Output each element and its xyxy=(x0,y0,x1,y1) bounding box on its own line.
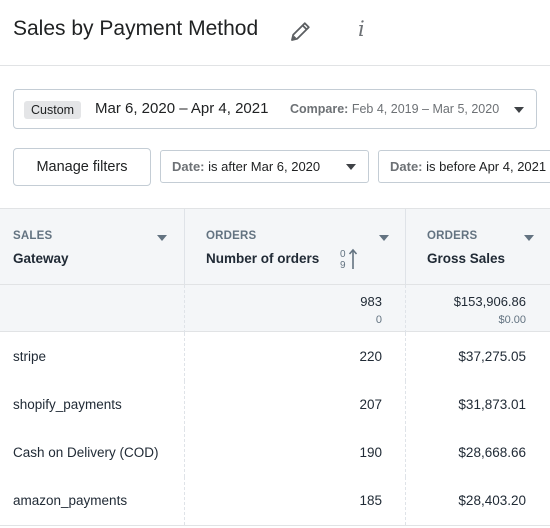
column-name: Gross Sales xyxy=(427,251,506,266)
totals-gross-cell: $153,906.86 $0.00 xyxy=(405,285,550,333)
orders-cell: 185 xyxy=(184,477,405,525)
totals-gross: $153,906.86 xyxy=(453,294,526,309)
gateway-cell: shopify_payments xyxy=(13,397,122,412)
table-header: SALES Gateway ORDERS Number of orders 0 … xyxy=(0,208,550,285)
totals-row: 983 0 $153,906.86 $0.00 xyxy=(0,284,550,333)
svg-text:0: 0 xyxy=(340,249,346,260)
table-row: stripe 220 $37,275.05 xyxy=(0,333,550,382)
column-name: Number of orders xyxy=(206,251,320,266)
page-title: Sales by Payment Method xyxy=(13,17,259,40)
chevron-down-icon xyxy=(346,164,356,170)
filter-date-after[interactable]: Date: is after Mar 6, 2020 xyxy=(160,150,369,183)
totals-gross-compare: $0.00 xyxy=(498,314,526,326)
date-range-badge: Custom xyxy=(24,101,82,119)
gross-sales-cell: $28,668.66 xyxy=(405,429,550,477)
table-row: Cash on Delivery (COD) 190 $28,668.66 xyxy=(0,429,550,478)
chevron-down-icon[interactable] xyxy=(379,235,389,241)
orders-cell: 207 xyxy=(184,381,405,429)
orders-cell: 220 xyxy=(184,333,405,381)
filter-value: is before Apr 4, 2021 xyxy=(426,159,547,174)
column-group-label: ORDERS xyxy=(206,230,257,242)
table-row: shopify_payments 207 $31,873.01 xyxy=(0,381,550,430)
table-row: amazon_payments 185 $28,403.20 xyxy=(0,477,550,526)
pencil-icon[interactable] xyxy=(289,19,313,43)
filter-value: is after Mar 6, 2020 xyxy=(208,159,321,174)
compare-label: Compare: xyxy=(290,102,349,116)
gross-sales-cell: $37,275.05 xyxy=(405,333,550,381)
column-header-gateway[interactable]: SALES Gateway xyxy=(0,209,184,285)
gateway-cell: stripe xyxy=(13,349,47,364)
chevron-down-icon[interactable] xyxy=(524,235,534,241)
chevron-down-icon[interactable] xyxy=(157,235,167,241)
filter-label: Date: xyxy=(172,159,205,174)
filter-label: Date: xyxy=(390,159,423,174)
column-header-gross-sales[interactable]: ORDERS Gross Sales xyxy=(405,209,550,285)
totals-orders-cell: 983 0 xyxy=(184,285,405,333)
svg-text:9: 9 xyxy=(340,260,346,271)
compare-range-value: Feb 4, 2019 – Mar 5, 2020 xyxy=(351,102,500,116)
totals-orders-compare: 0 xyxy=(375,314,382,326)
date-range-value: Mar 6, 2020 – Apr 4, 2021 xyxy=(95,100,269,117)
column-header-orders[interactable]: ORDERS Number of orders 0 9 xyxy=(184,209,405,285)
compare-range: Compare: Feb 4, 2019 – Mar 5, 2020 xyxy=(290,102,499,116)
column-group-label: SALES xyxy=(13,230,53,242)
gateway-cell: amazon_payments xyxy=(13,493,128,508)
totals-orders: 983 xyxy=(360,294,382,309)
column-name: Gateway xyxy=(13,251,69,266)
chevron-down-icon xyxy=(514,107,524,113)
column-group-label: ORDERS xyxy=(427,230,478,242)
sort-ascending-icon[interactable]: 0 9 xyxy=(339,247,361,271)
gross-sales-cell: $31,873.01 xyxy=(405,381,550,429)
gross-sales-cell: $28,403.20 xyxy=(405,477,550,525)
manage-filters-button[interactable]: Manage filters xyxy=(13,148,151,186)
info-icon[interactable]: i xyxy=(358,17,365,41)
filter-date-before[interactable]: Date: is before Apr 4, 2021 xyxy=(378,150,550,183)
orders-cell: 190 xyxy=(184,429,405,477)
date-range-picker[interactable]: Custom Mar 6, 2020 – Apr 4, 2021 Compare… xyxy=(13,89,537,129)
gateway-cell: Cash on Delivery (COD) xyxy=(13,445,159,460)
page-header: Sales by Payment Method i xyxy=(0,0,550,66)
